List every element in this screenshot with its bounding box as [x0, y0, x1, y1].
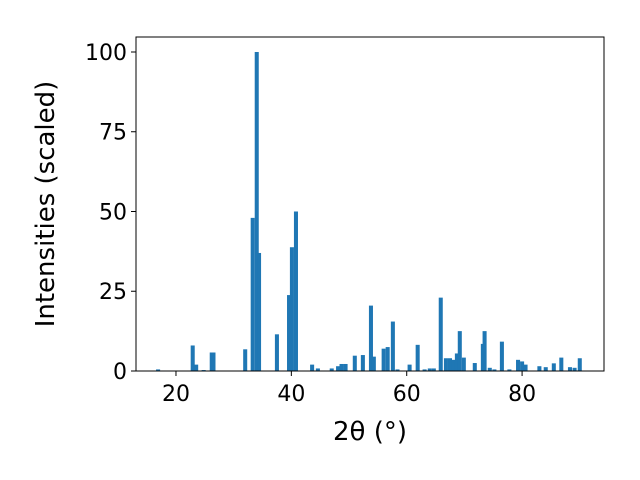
x-tick-label: 20	[162, 382, 190, 407]
bar	[254, 51, 259, 371]
bar	[274, 334, 279, 371]
bar	[315, 368, 320, 371]
bar	[516, 359, 521, 371]
bar	[543, 367, 548, 371]
bar	[352, 355, 357, 371]
bar	[381, 348, 386, 371]
bar	[250, 217, 255, 371]
bar	[520, 361, 525, 371]
bar	[537, 366, 542, 371]
bar	[287, 295, 292, 371]
y-tick-label: 0	[113, 360, 127, 385]
bar	[551, 363, 556, 371]
bar	[499, 341, 504, 371]
bar	[336, 366, 341, 371]
bar	[431, 368, 436, 371]
bar	[390, 321, 395, 371]
bar	[577, 358, 582, 371]
plot-frame	[135, 36, 605, 372]
bar	[567, 367, 572, 371]
bar	[427, 368, 432, 371]
bar	[507, 369, 512, 371]
bar	[310, 364, 315, 371]
x-tick-label: 80	[508, 382, 536, 407]
bar	[559, 357, 564, 371]
bar	[190, 345, 195, 371]
bar	[443, 358, 448, 371]
bar	[438, 297, 443, 371]
x-axis-label: 2θ (°)	[333, 417, 407, 447]
bar	[461, 357, 466, 371]
bar	[457, 331, 462, 371]
bar	[243, 349, 248, 371]
bar	[482, 331, 487, 371]
bar	[395, 369, 400, 371]
bar	[343, 363, 348, 371]
bar	[368, 305, 373, 371]
y-axis-label: Intensities (scaled)	[31, 81, 61, 328]
bar	[289, 247, 294, 371]
bar	[360, 355, 365, 371]
bar	[329, 368, 334, 371]
y-tick-label: 100	[85, 41, 127, 66]
bar	[492, 369, 497, 371]
y-tick-label: 75	[99, 121, 127, 146]
bar	[415, 344, 420, 371]
bar	[422, 369, 427, 371]
bar	[194, 364, 199, 371]
bar	[156, 369, 161, 371]
bar	[523, 364, 528, 371]
bar	[339, 363, 344, 371]
bar	[472, 363, 477, 371]
x-tick-label: 60	[393, 382, 421, 407]
bar	[293, 211, 298, 371]
bar	[385, 347, 390, 371]
bar	[447, 358, 452, 371]
bar	[371, 356, 376, 371]
y-tick-label: 50	[99, 200, 127, 225]
bar	[407, 364, 412, 371]
bar	[572, 367, 577, 371]
x-tick-label: 40	[277, 382, 305, 407]
bar	[454, 353, 459, 371]
bar	[451, 359, 456, 371]
bar	[257, 252, 262, 371]
y-tick-label: 25	[99, 280, 127, 305]
bar	[487, 367, 492, 371]
bar	[211, 352, 216, 371]
